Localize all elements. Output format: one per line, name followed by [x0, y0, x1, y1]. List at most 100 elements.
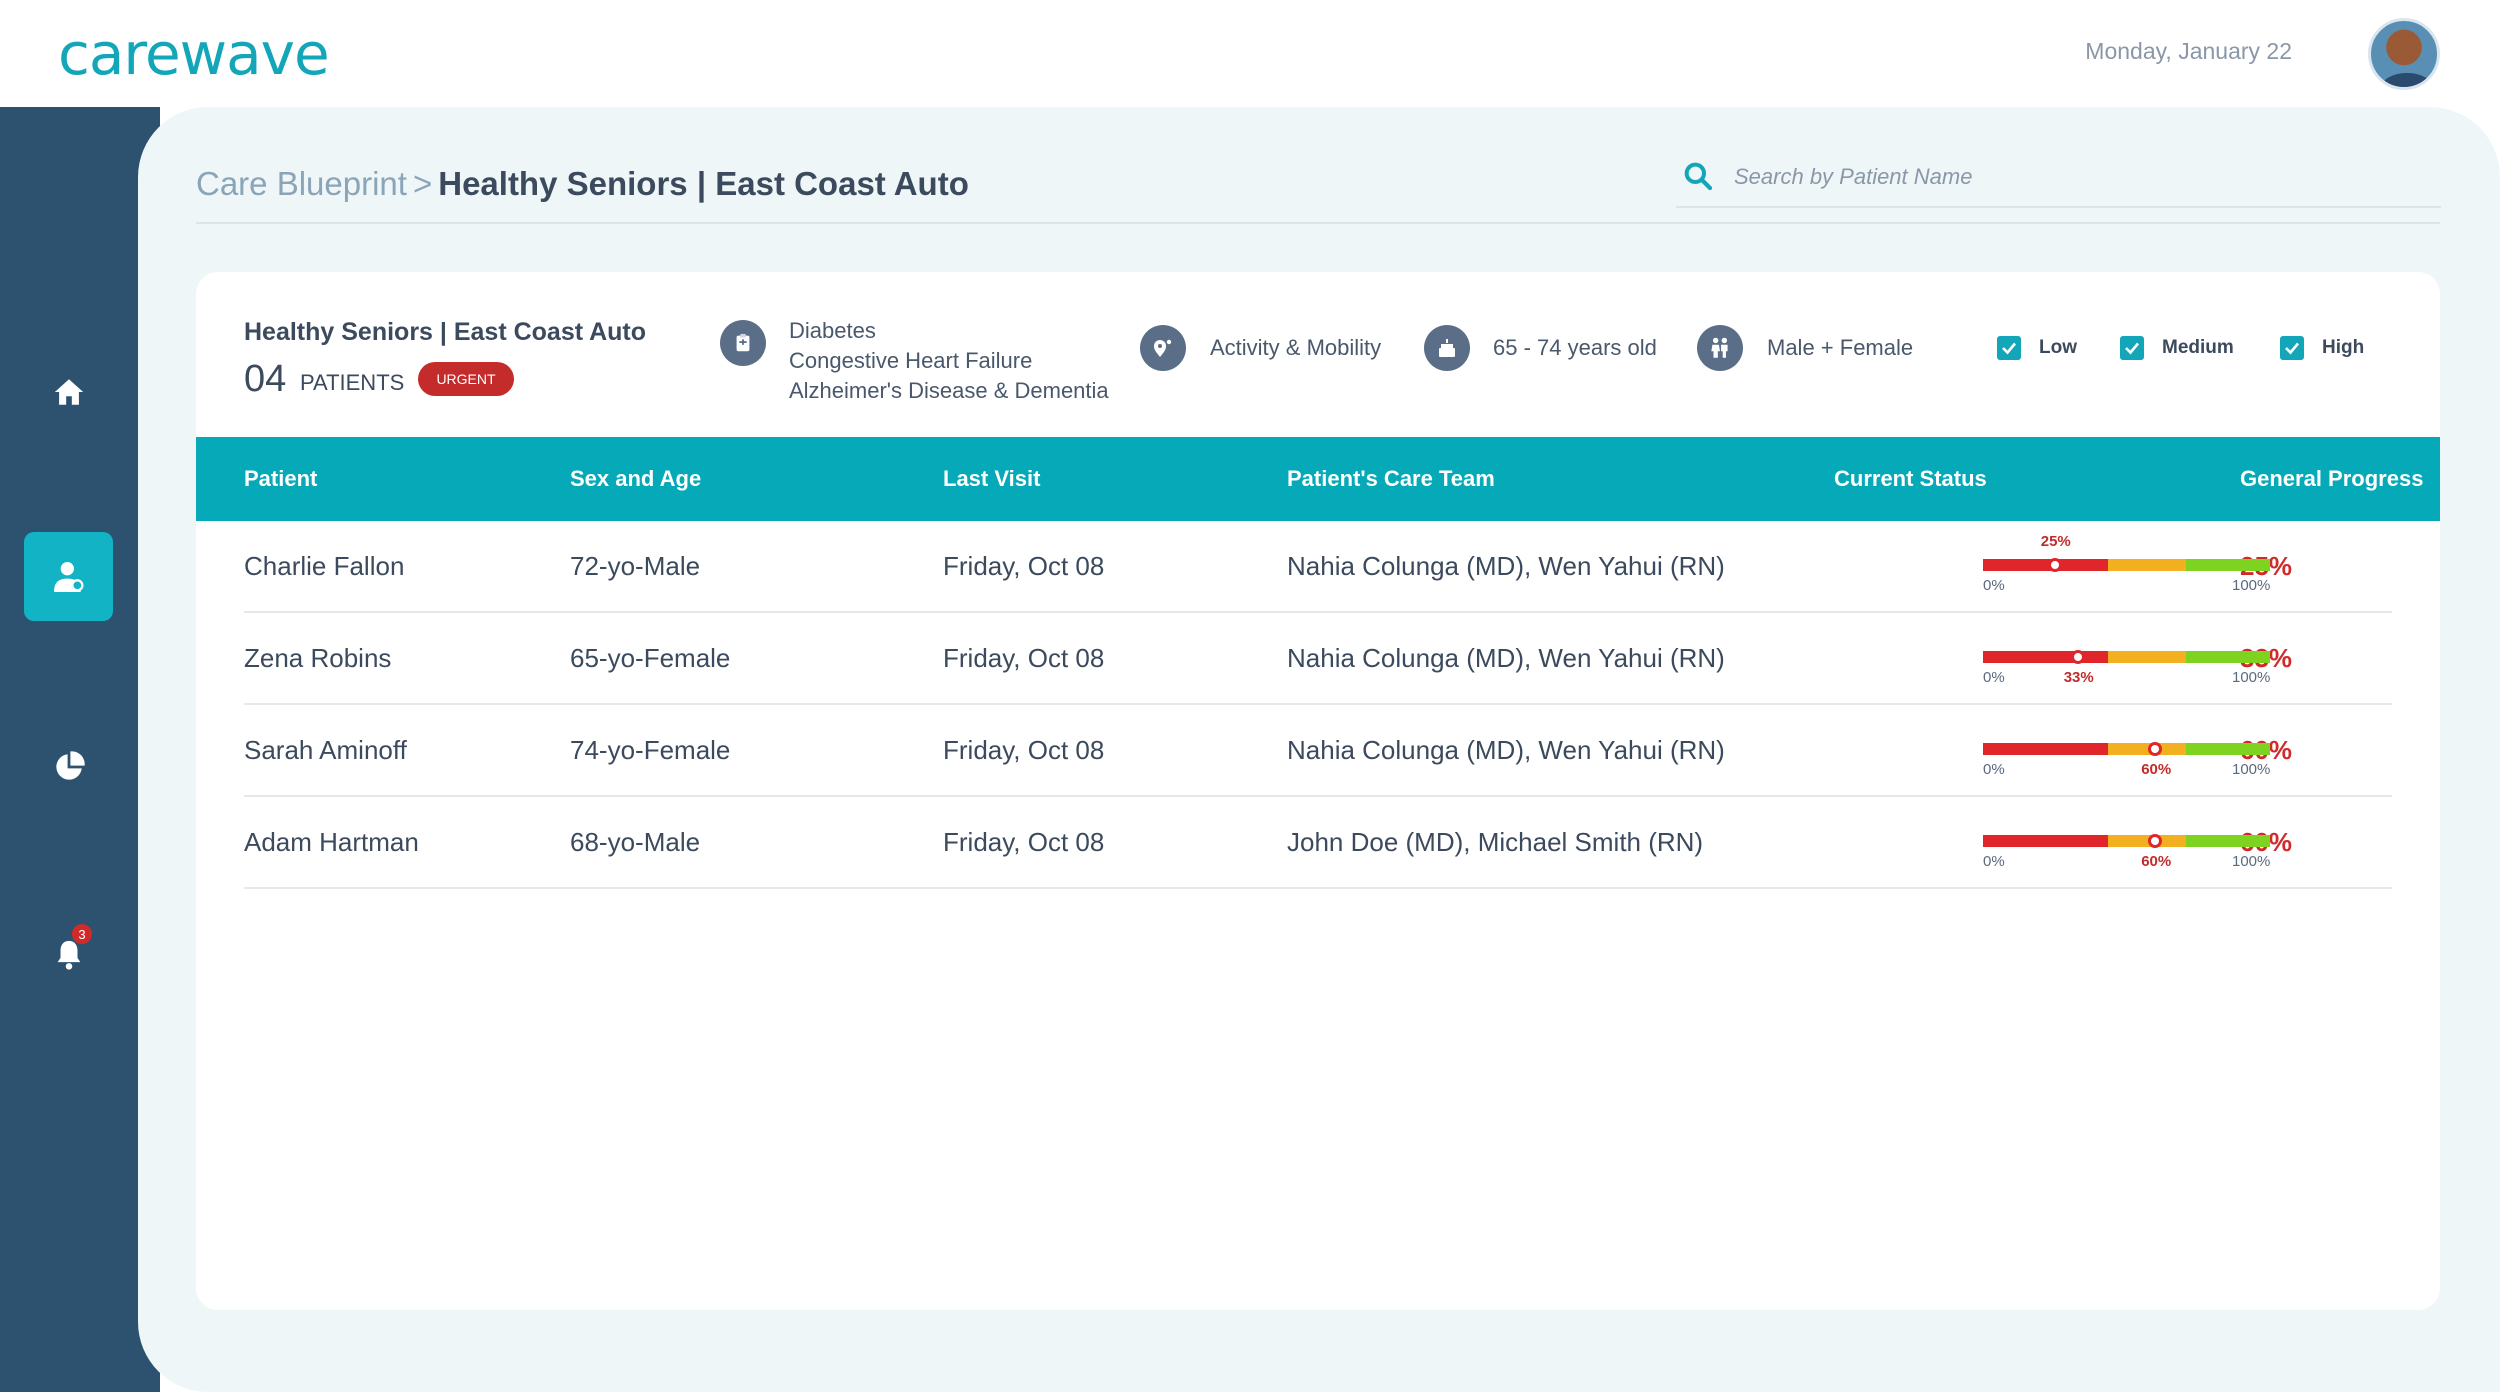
status-bar-segment — [2108, 835, 2186, 847]
filter-label: Low — [2039, 337, 2077, 358]
sidebar: 3 — [0, 107, 160, 1392]
sex-age: 65-yo-Female — [570, 643, 731, 673]
filter-low[interactable]: Low — [1997, 336, 2077, 360]
people-icon — [1697, 325, 1743, 371]
column-header-progress[interactable]: General Progress — [2240, 466, 2424, 491]
filter-label: Medium — [2162, 337, 2234, 358]
patient-count: 04 — [244, 358, 287, 400]
status-bar-segment — [1983, 835, 2108, 847]
patient-name[interactable]: Adam Hartman — [244, 827, 419, 857]
breadcrumb-separator: > — [412, 165, 433, 202]
sex-age: 68-yo-Male — [570, 827, 701, 857]
sex-age: 72-yo-Male — [570, 551, 701, 581]
status-bar-segment — [2108, 743, 2186, 755]
location-pin-icon — [1140, 325, 1186, 371]
status-marker — [2070, 650, 2085, 664]
current-date: Monday, January 22 — [2085, 38, 2292, 64]
scale-min-label: 0% — [1983, 577, 2005, 594]
search-input[interactable] — [1734, 160, 2424, 194]
page-title: Healthy Seniors | East Coast Auto — [438, 165, 969, 202]
status-value-label: 25% — [2040, 533, 2071, 550]
column-header-sex-age[interactable]: Sex and Age — [570, 466, 702, 491]
status-bar-segment — [2108, 651, 2186, 663]
home-icon — [54, 378, 83, 405]
activity-focus: Activity & Mobility — [1210, 335, 1382, 360]
table-row[interactable]: Charlie Fallon 72-yo-Male Friday, Oct 08… — [244, 521, 2392, 613]
status-marker — [2047, 558, 2062, 572]
sidebar-item-reports[interactable] — [24, 722, 113, 811]
column-header-last-visit[interactable]: Last Visit — [943, 466, 1041, 491]
status-value-label: 33% — [2063, 669, 2094, 686]
condition-item: Alzheimer's Disease & Dementia — [789, 378, 1109, 403]
status-bar-segment — [1983, 743, 2108, 755]
status-bar — [1983, 835, 2270, 847]
care-team: Nahia Colunga (MD), Wen Yahui (RN) — [1287, 735, 1725, 765]
status-bar-segment — [1983, 559, 2108, 571]
status-bar-segment — [2186, 743, 2270, 755]
conditions-list: Diabetes Congestive Heart Failure Alzhei… — [789, 316, 1109, 406]
bell-icon — [57, 940, 80, 970]
sidebar-item-patients[interactable] — [24, 532, 113, 621]
patient-name[interactable]: Zena Robins — [244, 643, 392, 673]
sex-filter: Male + Female — [1767, 335, 1914, 360]
age-range: 65 - 74 years old — [1493, 335, 1657, 360]
blueprint-card: Healthy Seniors | East Coast Auto 04 PAT… — [196, 272, 2440, 1310]
search-bar — [1676, 150, 2441, 208]
breadcrumb-parent[interactable]: Care Blueprint — [196, 165, 407, 202]
checkbox-checked-icon[interactable] — [2280, 336, 2304, 360]
table-row[interactable]: Adam Hartman 68-yo-Male Friday, Oct 08 J… — [244, 797, 2392, 889]
cake-icon — [1424, 325, 1470, 371]
scale-min-label: 0% — [1983, 761, 2005, 778]
carewave-logo[interactable]: carewave — [58, 20, 330, 88]
status-value-label: 60% — [2141, 853, 2172, 870]
scale-min-label: 0% — [1983, 669, 2005, 686]
care-team: Nahia Colunga (MD), Wen Yahui (RN) — [1287, 643, 1725, 673]
group-title: Healthy Seniors | East Coast Auto — [244, 318, 646, 346]
status-bar-segment — [2186, 651, 2270, 663]
status-value-label: 60% — [2141, 761, 2172, 778]
care-team: Nahia Colunga (MD), Wen Yahui (RN) — [1287, 551, 1725, 581]
status-bar-segment — [2108, 559, 2186, 571]
status-bar — [1983, 743, 2270, 755]
user-avatar[interactable] — [2368, 18, 2440, 90]
search-icon[interactable] — [1682, 160, 1714, 192]
filter-high[interactable]: High — [2280, 336, 2364, 360]
column-header-care-team[interactable]: Patient's Care Team — [1287, 466, 1495, 491]
patient-name[interactable]: Sarah Aminoff — [244, 735, 407, 765]
scale-max-label: 100% — [2232, 669, 2271, 686]
patient-icon — [53, 561, 84, 592]
scale-max-label: 100% — [2232, 853, 2271, 870]
column-header-patient[interactable]: Patient — [244, 466, 318, 491]
last-visit: Friday, Oct 08 — [943, 551, 1105, 581]
last-visit: Friday, Oct 08 — [943, 735, 1105, 765]
table-header: Patient Sex and Age Last Visit Patient's… — [196, 437, 2440, 521]
breadcrumb: Care Blueprint > Healthy Seniors | East Co… — [196, 165, 969, 203]
top-bar: carewave Monday, January 22 — [0, 0, 2500, 107]
checkbox-checked-icon[interactable] — [1997, 336, 2021, 360]
scale-min-label: 0% — [1983, 853, 2005, 870]
status-marker — [2148, 742, 2163, 756]
sex-age: 74-yo-Female — [570, 735, 731, 765]
filter-medium[interactable]: Medium — [2120, 336, 2234, 360]
sidebar-item-home[interactable] — [24, 347, 113, 436]
pie-chart-icon — [55, 750, 85, 780]
condition-item: Congestive Heart Failure — [789, 348, 1033, 373]
status-marker — [2148, 834, 2163, 848]
care-team: John Doe (MD), Michael Smith (RN) — [1287, 827, 1704, 857]
clipboard-icon — [720, 320, 766, 366]
patient-name[interactable]: Charlie Fallon — [244, 551, 405, 581]
status-bar-segment — [1983, 651, 2108, 663]
filter-label: High — [2322, 337, 2365, 358]
status-bar — [1983, 559, 2270, 571]
last-visit: Friday, Oct 08 — [943, 643, 1105, 673]
scale-max-label: 100% — [2232, 761, 2271, 778]
checkbox-checked-icon[interactable] — [2120, 336, 2144, 360]
breadcrumb-divider — [196, 222, 2440, 224]
sidebar-item-alerts[interactable]: 3 — [24, 910, 113, 999]
status-bar-segment — [2186, 835, 2270, 847]
status-bar-segment — [2186, 559, 2270, 571]
urgent-badge: URGENT — [418, 362, 514, 396]
table-row[interactable]: Sarah Aminoff 74-yo-Female Friday, Oct 0… — [244, 705, 2392, 797]
last-visit: Friday, Oct 08 — [943, 827, 1105, 857]
column-header-status[interactable]: Current Status — [1834, 466, 1987, 491]
